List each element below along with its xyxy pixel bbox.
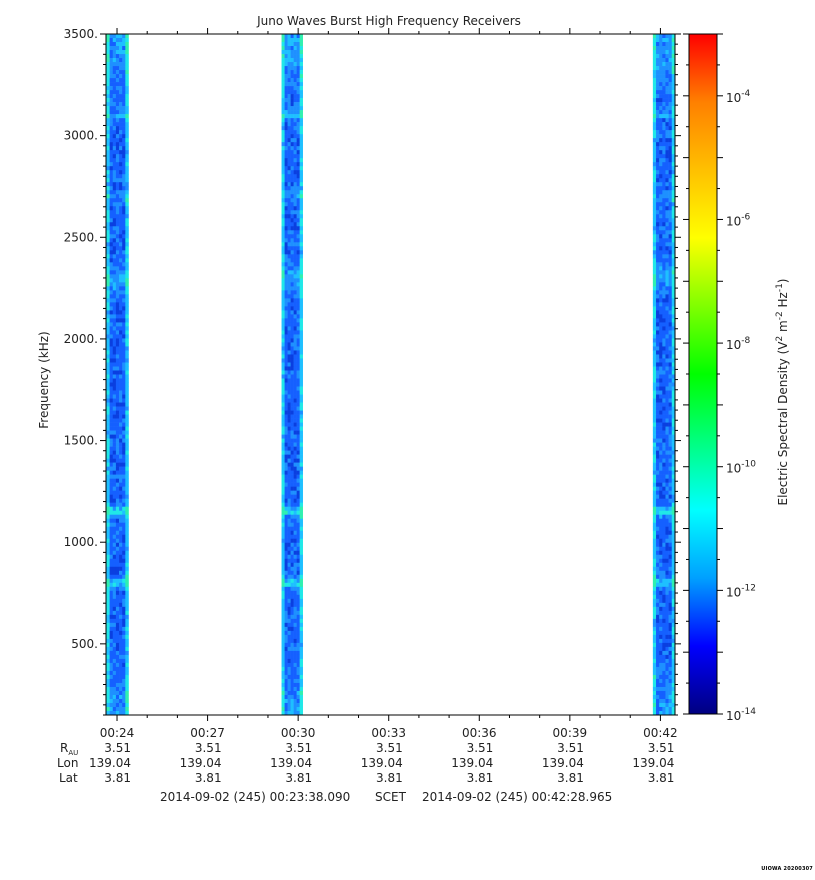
- x-tick-label: 00:24: [100, 726, 135, 740]
- colorbar-label-sup: 2: [775, 336, 785, 342]
- ephemeris-label-lon: Lon: [57, 756, 78, 770]
- y-axis-label: Frequency (kHz): [37, 331, 51, 428]
- plot-area: [105, 33, 676, 716]
- ephemeris-value: 3.81: [104, 771, 131, 785]
- ephemeris-value: 3.51: [557, 741, 584, 755]
- time-range-scet: SCET: [375, 790, 406, 804]
- colorbar-label-sup: -1: [775, 283, 785, 292]
- colorbar-label-part: Electric Spectral Density (V: [776, 341, 790, 506]
- plot-frame: [105, 33, 676, 716]
- ephemeris-value: 139.04: [632, 756, 674, 770]
- ephemeris-value: 3.81: [557, 771, 584, 785]
- ephemeris-label-lat: Lat: [59, 771, 78, 785]
- x-tick-label: 00:36: [462, 726, 497, 740]
- x-axis: 00:24 00:27 00:30 00:33 00:36 00:39 00:42: [100, 28, 678, 740]
- ephemeris-value: 3.51: [648, 741, 675, 755]
- y-tick-label: 2000.: [64, 332, 98, 346]
- x-tick-label: 00:27: [190, 726, 225, 740]
- ephemeris-value: 3.81: [285, 771, 312, 785]
- x-tick-label: 00:33: [371, 726, 406, 740]
- ephemeris-value: 3.51: [285, 741, 312, 755]
- colorbar-label-part: Hz: [776, 292, 790, 311]
- y-tick-label: 500.: [71, 637, 98, 651]
- colorbar: 10-14 10-12 10-10 10-8 10-6 10-4: [683, 33, 756, 723]
- ephemeris-value: 3.51: [195, 741, 222, 755]
- ephemeris-value: 139.04: [270, 756, 312, 770]
- y-tick-label: 1000.: [64, 535, 98, 549]
- y-axis: 500. 1000. 1500. 2000. 2500. 3000. 3500.: [64, 27, 681, 716]
- burst-column: [281, 34, 303, 716]
- ephemeris-label-rau: RAU: [60, 741, 78, 757]
- ephemeris-value: 139.04: [89, 756, 131, 770]
- x-tick-label: 00:30: [281, 726, 316, 740]
- ephemeris-value: 3.81: [648, 771, 675, 785]
- colorbar-tick-label: 10-8: [726, 336, 751, 352]
- time-range-start: 2014-09-02 (245) 00:23:38.090: [160, 790, 351, 804]
- x-tick-label: 00:39: [553, 726, 588, 740]
- ephemeris-value: 3.81: [376, 771, 403, 785]
- time-range-end: 2014-09-02 (245) 00:42:28.965: [422, 790, 613, 804]
- ephemeris-value: 139.04: [361, 756, 403, 770]
- ephemeris-value: 3.81: [467, 771, 494, 785]
- y-tick-label: 1500.: [64, 434, 98, 448]
- colorbar-label-part: m: [776, 320, 790, 336]
- ephemeris-value: 139.04: [451, 756, 493, 770]
- ephemeris-value: 3.51: [467, 741, 494, 755]
- chart-title: Juno Waves Burst High Frequency Receiver…: [256, 14, 521, 28]
- y-tick-label: 3000.: [64, 129, 98, 143]
- x-tick-label: 00:42: [643, 726, 678, 740]
- y-tick-label: 2500.: [64, 230, 98, 244]
- colorbar-tick-label: 10-10: [726, 460, 756, 476]
- colorbar-label-part: ): [776, 278, 790, 283]
- burst-column: [106, 34, 129, 716]
- ephemeris-value: 139.04: [180, 756, 222, 770]
- colorbar-scale: [688, 33, 718, 715]
- ephemeris-value: 3.51: [376, 741, 403, 755]
- ephemeris-value: 139.04: [542, 756, 584, 770]
- ephemeris-value: 3.81: [195, 771, 222, 785]
- burst-column: [652, 34, 676, 716]
- credit-label: UIOWA 20200307: [761, 866, 813, 872]
- ephemeris-value: 3.51: [104, 741, 131, 755]
- colorbar-label: Electric Spectral Density (V2 m-2 Hz-1): [775, 278, 790, 505]
- colorbar-tick-label: 10-4: [726, 89, 751, 105]
- colorbar-tick-label: 10-14: [726, 707, 756, 723]
- y-tick-label: 3500.: [64, 27, 98, 41]
- colorbar-tick-label: 10-12: [726, 583, 756, 599]
- colorbar-label-sup: -2: [775, 311, 785, 320]
- colorbar-tick-label: 10-6: [726, 212, 751, 228]
